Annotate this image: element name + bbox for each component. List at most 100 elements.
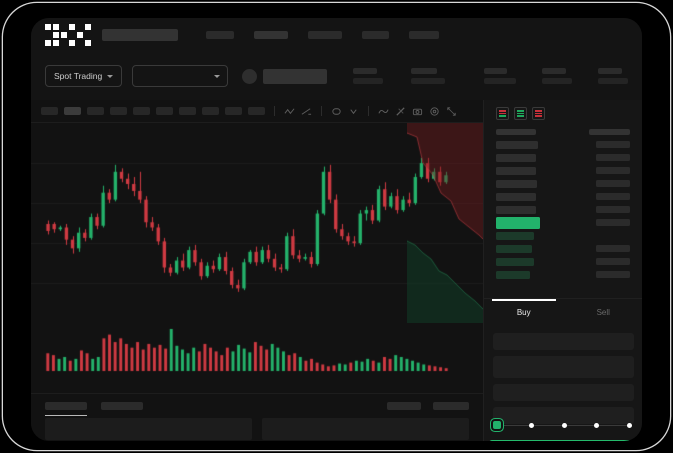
order-book-price-bar bbox=[496, 179, 537, 188]
toolbar-divider bbox=[368, 106, 369, 116]
nav-link-3[interactable] bbox=[307, 31, 342, 39]
toolbar-divider bbox=[274, 106, 275, 116]
orderbook-bids-icon[interactable] bbox=[514, 107, 527, 120]
timeframe-button[interactable] bbox=[87, 107, 104, 115]
pair-avatar bbox=[242, 68, 258, 84]
nav-links bbox=[205, 31, 439, 39]
magnet-icon[interactable] bbox=[395, 106, 406, 117]
orders-panel bbox=[31, 393, 483, 441]
nav-link-5[interactable] bbox=[408, 31, 439, 39]
timeframe-button[interactable] bbox=[133, 107, 150, 115]
order-book-price-bar bbox=[496, 140, 538, 149]
order-book-amount bbox=[596, 167, 630, 174]
trend-line-icon[interactable] bbox=[284, 106, 295, 117]
order-book-mode-group bbox=[484, 100, 642, 125]
timeframe-button[interactable] bbox=[179, 107, 196, 115]
market-stats-left bbox=[353, 68, 446, 84]
timeframe-button-active[interactable] bbox=[64, 107, 81, 115]
nav-link-1[interactable] bbox=[205, 31, 234, 39]
order-book-price-bar bbox=[496, 231, 534, 240]
order-form-field[interactable] bbox=[493, 356, 634, 378]
order-book-price-bar bbox=[496, 205, 536, 214]
camera-icon[interactable] bbox=[412, 106, 423, 117]
order-form-field[interactable] bbox=[493, 384, 634, 401]
timeframe-button[interactable] bbox=[202, 107, 219, 115]
orderbook-asks-icon[interactable] bbox=[532, 107, 545, 120]
market-stat bbox=[598, 68, 628, 84]
order-book-amount bbox=[596, 245, 630, 252]
order-form-tabs: Buy Sell bbox=[484, 298, 642, 326]
order-book-column-headers bbox=[484, 125, 642, 138]
orders-tab-active[interactable] bbox=[45, 402, 87, 416]
order-form-field[interactable] bbox=[493, 407, 634, 424]
order-book-amount bbox=[596, 193, 630, 200]
orderbook-both-icon[interactable] bbox=[496, 107, 509, 120]
market-stat bbox=[411, 68, 446, 84]
pagination-dot[interactable] bbox=[594, 422, 600, 428]
order-book-price-bar bbox=[496, 270, 530, 279]
order-book-row[interactable] bbox=[496, 203, 630, 216]
order-book-row[interactable] bbox=[496, 229, 630, 242]
tab-sell[interactable]: Sell bbox=[564, 299, 643, 326]
order-book-row[interactable] bbox=[496, 138, 630, 151]
top-navigation-bar bbox=[31, 18, 642, 52]
depth-chart-overlay bbox=[407, 123, 483, 323]
orders-action[interactable] bbox=[433, 402, 469, 410]
timeframe-button[interactable] bbox=[225, 107, 242, 115]
volume-chart[interactable] bbox=[31, 323, 483, 379]
order-book-row[interactable] bbox=[496, 164, 630, 177]
order-book-row[interactable] bbox=[496, 190, 630, 203]
order-book-amount bbox=[596, 206, 630, 213]
order-book-row[interactable] bbox=[496, 242, 630, 255]
order-book-rows bbox=[484, 138, 642, 281]
tab-buy-label: Buy bbox=[516, 308, 531, 317]
trading-mode-select[interactable]: Spot Trading bbox=[45, 65, 123, 87]
search-input[interactable] bbox=[101, 29, 178, 41]
pagination-dot[interactable] bbox=[561, 422, 567, 428]
fib-retracement-icon[interactable] bbox=[301, 106, 312, 117]
pagination-dot[interactable] bbox=[627, 422, 632, 428]
last-price-value bbox=[263, 68, 328, 84]
market-stat bbox=[353, 68, 384, 84]
orders-tab[interactable] bbox=[101, 402, 143, 410]
order-book-row[interactable] bbox=[496, 177, 630, 190]
timeframe-button[interactable] bbox=[41, 107, 58, 115]
orders-tabs bbox=[31, 394, 483, 416]
orders-action[interactable] bbox=[387, 402, 421, 410]
submit-order-button[interactable] bbox=[489, 440, 638, 441]
okx-logo-icon[interactable] bbox=[45, 24, 91, 46]
order-form bbox=[484, 326, 642, 424]
trading-mode-label: Spot Trading bbox=[54, 71, 103, 81]
order-book-row[interactable] bbox=[496, 268, 630, 281]
tab-buy[interactable]: Buy bbox=[484, 299, 564, 326]
pagination-dot[interactable] bbox=[528, 422, 534, 428]
timeframe-button[interactable] bbox=[248, 107, 265, 115]
order-book-row[interactable] bbox=[496, 151, 630, 164]
order-book-price-bar bbox=[496, 244, 532, 253]
timeframe-button[interactable] bbox=[110, 107, 127, 115]
orders-placeholder-block bbox=[45, 418, 252, 440]
order-book-panel: Buy Sell bbox=[483, 100, 642, 441]
order-book-price-bar bbox=[496, 192, 536, 201]
shapes-icon[interactable] bbox=[331, 106, 342, 117]
order-book-price-bar bbox=[496, 166, 536, 175]
nav-link-2[interactable] bbox=[253, 31, 288, 39]
settings-icon[interactable] bbox=[429, 106, 440, 117]
chevron-down-icon bbox=[107, 74, 114, 78]
order-book-amount bbox=[596, 258, 630, 265]
fullscreen-icon[interactable] bbox=[446, 106, 457, 117]
indicator-icon[interactable] bbox=[378, 106, 389, 117]
text-tool-icon[interactable] bbox=[348, 106, 359, 117]
nav-link-4[interactable] bbox=[361, 31, 389, 39]
order-book-row[interactable] bbox=[496, 216, 630, 229]
order-form-field[interactable] bbox=[493, 333, 634, 350]
order-book-amount bbox=[596, 180, 630, 187]
timeframe-button[interactable] bbox=[156, 107, 173, 115]
order-book-amount bbox=[596, 219, 630, 226]
trading-pair-select[interactable] bbox=[132, 65, 229, 87]
chart-panel bbox=[31, 100, 483, 393]
pagination-dot-current[interactable] bbox=[493, 421, 501, 429]
device-frame: Spot Trading bbox=[3, 3, 670, 450]
order-book-row[interactable] bbox=[496, 255, 630, 268]
order-book-price-bar bbox=[496, 216, 540, 229]
